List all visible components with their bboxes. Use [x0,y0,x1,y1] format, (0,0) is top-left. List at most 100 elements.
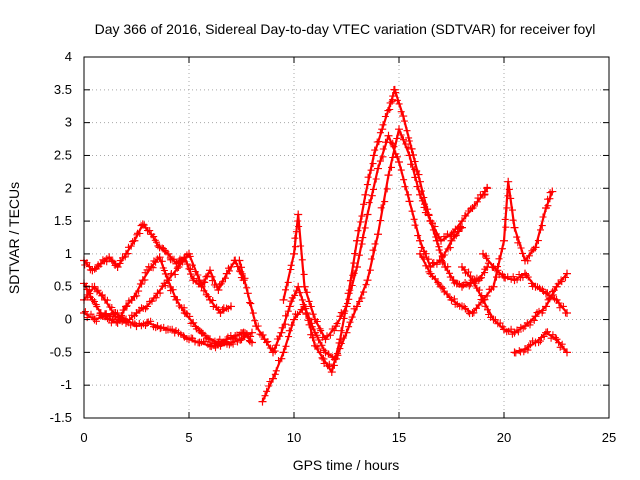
data-point-fill [502,223,510,231]
data-point-fill [544,296,552,304]
data-point-fill [418,197,426,205]
x-tick-label: 20 [497,430,511,445]
data-point-fill [444,263,452,271]
y-tick-label: -1 [60,377,72,392]
data-point-fill [555,299,563,307]
data-point-fill [549,288,556,296]
y-tick-label: -1.5 [50,410,72,425]
data-point-fill [102,310,110,318]
data-point-fill [222,274,229,282]
data-point-fill [278,324,286,332]
data-point-fill [421,209,429,217]
data-point [143,302,151,311]
data-point-fill [225,267,233,275]
data-point-fill [173,264,181,272]
data-point [300,302,309,311]
data-point-fill [379,153,387,161]
data-point-fill [303,288,311,296]
data-point [552,335,561,344]
data-point [113,263,122,272]
data-point-fill [169,286,177,294]
data-point-fill [525,252,533,260]
data-point-fill [360,288,368,296]
x-tick-label: 5 [185,430,192,445]
data-point-fill [336,312,344,320]
data-point-fill [392,89,400,97]
data-point [468,203,477,212]
data-point-fill [348,313,356,321]
data-point-fill [143,266,151,274]
data-point-fill [375,138,383,146]
x-axis-label: GPS time / hours [293,457,400,473]
data-point [130,236,139,245]
data-point-fill [431,223,439,230]
data-point-fill [337,327,345,335]
data-point-fill [558,340,566,348]
data-point-fill [452,232,460,240]
data-point-fill [543,289,551,297]
data-point-fill [503,204,511,212]
data-point-fill [168,325,176,333]
data-point [361,190,370,199]
y-tick-label: 1 [65,246,72,261]
data-point-fill [251,317,259,325]
data-point-fill [530,316,538,324]
data-point [363,276,372,285]
data-point-fill [379,145,387,153]
data-point-fill [243,284,251,292]
data-point-fill [446,244,454,252]
data-point-fill [161,282,169,289]
data-point-fill [496,319,504,327]
data-point-fill [330,327,338,335]
series-arc-4 [80,308,256,352]
data-point [248,338,256,347]
data-point-fill [461,266,469,274]
data-point-fill [140,221,148,229]
data-point-fill [425,212,433,219]
data-point-fill [413,183,421,191]
data-point-fill [440,251,448,259]
data-point [321,335,330,344]
data-point-fill [551,334,559,342]
data-point-fill [408,207,416,215]
data-point-fill [389,154,397,161]
data-point-fill [517,244,525,252]
data-point-fill [284,307,292,315]
data-point-fill [368,192,376,200]
data-point-fill [94,286,102,294]
data-point-fill [397,131,405,139]
data-point [426,217,435,226]
data-point-fill [539,307,547,314]
data-point-fill [410,215,418,223]
data-point-fill [386,106,394,113]
data-point [227,338,235,347]
data-point-fill [411,173,419,181]
data-point-fill [470,202,478,210]
data-point-fill [361,224,369,232]
data-point-fill [84,293,92,301]
data-point-fill [158,257,166,265]
data-point-fill [435,246,443,254]
data-point-fill [422,262,430,270]
data-point-fill [345,295,353,303]
data-point-fill [450,295,458,303]
data-point-fill [393,153,401,161]
data-point-fill [314,345,322,353]
data-point-fill [186,312,194,320]
data-point-fill [152,294,160,302]
data-point-fill [149,264,157,272]
data-point-fill [238,263,245,271]
plot-frame [83,56,610,419]
data-point-fill [273,341,280,349]
data-point-fill [397,108,405,116]
data-point [447,236,456,245]
data-point-fill [371,240,379,248]
data-point [189,318,198,327]
data-point-fill [305,314,313,322]
data-point-fill [367,166,375,174]
data-point-fill [135,287,143,295]
data-point-fill [298,296,306,304]
data-point [458,223,466,232]
data-point-fill [404,191,412,199]
data-point [437,236,445,245]
